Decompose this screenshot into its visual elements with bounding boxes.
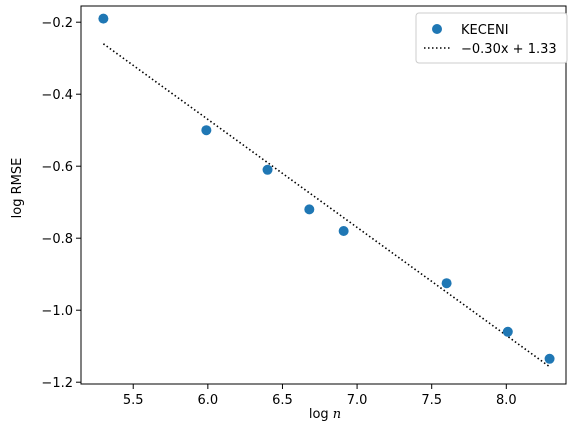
x-tick-label: 6.0 <box>198 393 219 408</box>
data-point <box>544 353 555 364</box>
data-point <box>441 278 452 289</box>
data-point <box>98 13 109 24</box>
series-layer <box>98 13 555 368</box>
data-point <box>338 226 349 236</box>
x-axis: 5.5 6.0 6.5 7.0 7.5 8.0 <box>123 384 517 408</box>
x-tick-label: 7.5 <box>421 393 442 408</box>
legend-label-keceni: KECENI <box>461 23 509 38</box>
data-point <box>262 164 273 175</box>
plot-frame <box>80 5 567 385</box>
y-tick-label: −0.6 <box>41 160 73 175</box>
y-tick-label: −1.2 <box>41 376 73 391</box>
plot-area <box>80 5 567 385</box>
y-tick-label: −0.8 <box>41 232 73 247</box>
x-axis-label-log: log <box>309 407 329 422</box>
x-tick-label: 6.5 <box>272 393 293 408</box>
x-tick-label: 5.5 <box>123 393 144 408</box>
x-axis-label-var: n <box>333 407 341 422</box>
y-axis: −0.2 −0.4 −0.6 −0.8 −1.0 −1.2 <box>41 16 81 391</box>
y-tick-label: −1.0 <box>41 304 73 319</box>
y-tick-label: −0.4 <box>41 88 73 103</box>
data-point <box>304 204 315 215</box>
x-tick-label: 8.0 <box>496 393 517 408</box>
data-point <box>201 125 212 136</box>
legend-marker-keceni <box>432 24 442 34</box>
legend-label-fit: −0.30x + 1.33 <box>461 42 557 57</box>
x-axis-label: log n <box>309 407 341 422</box>
fit-line <box>102 43 551 368</box>
data-point <box>502 326 513 337</box>
y-axis-label: log RMSE <box>10 158 25 219</box>
legend-frame <box>415 12 568 64</box>
x-tick-label: 7.0 <box>347 393 368 408</box>
legend: KECENI −0.30x + 1.33 <box>415 12 568 64</box>
y-tick-label: −0.2 <box>41 16 73 31</box>
